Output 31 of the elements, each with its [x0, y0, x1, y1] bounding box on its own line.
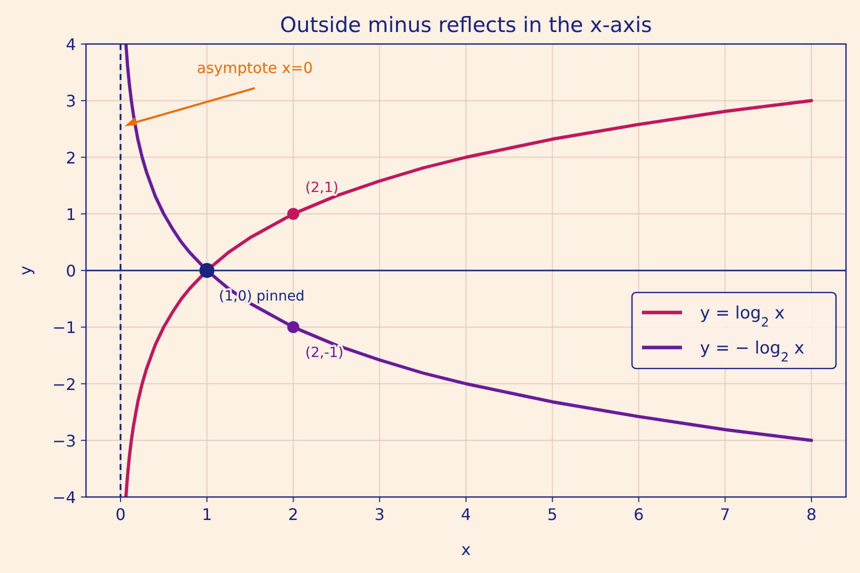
annotation: (2,1) — [305, 180, 338, 196]
point — [287, 321, 300, 334]
x-tick-label: 5 — [547, 505, 558, 524]
y-tick-label: 1 — [66, 204, 76, 224]
x-tick-label: 1 — [202, 505, 212, 524]
annotation: (2,-1) — [305, 345, 344, 362]
legend-label: y = − log$_{2}$ x — [700, 338, 804, 365]
y-tick-label: −1 — [52, 318, 76, 338]
x-tick-label: 2 — [288, 505, 298, 524]
y-tick-label: 4 — [66, 35, 76, 54]
line-series — [124, 44, 814, 442]
chart-title: Outside minus reflects in the x-axis — [280, 13, 652, 37]
x-tick-label: 0 — [115, 505, 126, 524]
y-tick-label: 2 — [66, 148, 76, 168]
annotation: asymptote x=0 — [196, 59, 313, 78]
x-tick-label: 4 — [460, 505, 472, 524]
y-tick-label: −3 — [52, 431, 76, 450]
x-tick-label: 6 — [634, 505, 644, 524]
y-axis-title: y — [16, 266, 35, 276]
point — [287, 208, 300, 220]
y-tick-label: 0 — [66, 262, 76, 280]
legend-label: y = log$_{2}$ x — [700, 304, 785, 330]
line-series — [124, 99, 814, 497]
x-tick-label: 8 — [806, 505, 817, 524]
y-tick-label: −4 — [52, 488, 76, 507]
point — [199, 263, 214, 278]
y-tick-label: 3 — [66, 92, 76, 111]
x-tick-label: 3 — [374, 505, 385, 524]
x-axis-title: x — [461, 540, 471, 559]
x-tick-label: 7 — [720, 505, 730, 524]
y-tick-label: −2 — [52, 374, 76, 394]
